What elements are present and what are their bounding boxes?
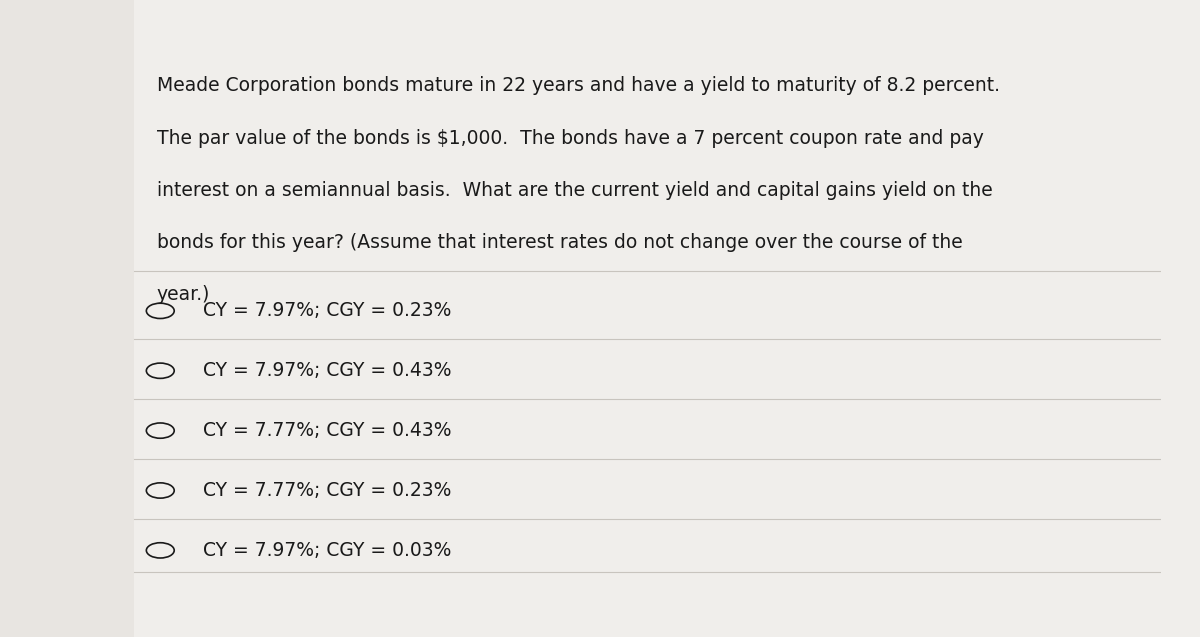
Text: interest on a semiannual basis.  What are the current yield and capital gains yi: interest on a semiannual basis. What are… (157, 181, 992, 200)
Text: CY = 7.97%; CGY = 0.43%: CY = 7.97%; CGY = 0.43% (203, 361, 451, 380)
FancyBboxPatch shape (0, 0, 133, 637)
Text: CY = 7.97%; CGY = 0.03%: CY = 7.97%; CGY = 0.03% (203, 541, 451, 560)
Text: CY = 7.97%; CGY = 0.23%: CY = 7.97%; CGY = 0.23% (203, 301, 451, 320)
Text: The par value of the bonds is $1,000.  The bonds have a 7 percent coupon rate an: The par value of the bonds is $1,000. Th… (157, 129, 984, 148)
Text: CY = 7.77%; CGY = 0.23%: CY = 7.77%; CGY = 0.23% (203, 481, 451, 500)
Text: Meade Corporation bonds mature in 22 years and have a yield to maturity of 8.2 p: Meade Corporation bonds mature in 22 yea… (157, 76, 1000, 96)
Text: bonds for this year? (Assume that interest rates do not change over the course o: bonds for this year? (Assume that intere… (157, 233, 962, 252)
Text: CY = 7.77%; CGY = 0.43%: CY = 7.77%; CGY = 0.43% (203, 421, 451, 440)
Text: year.): year.) (157, 285, 210, 304)
FancyBboxPatch shape (133, 0, 1162, 637)
